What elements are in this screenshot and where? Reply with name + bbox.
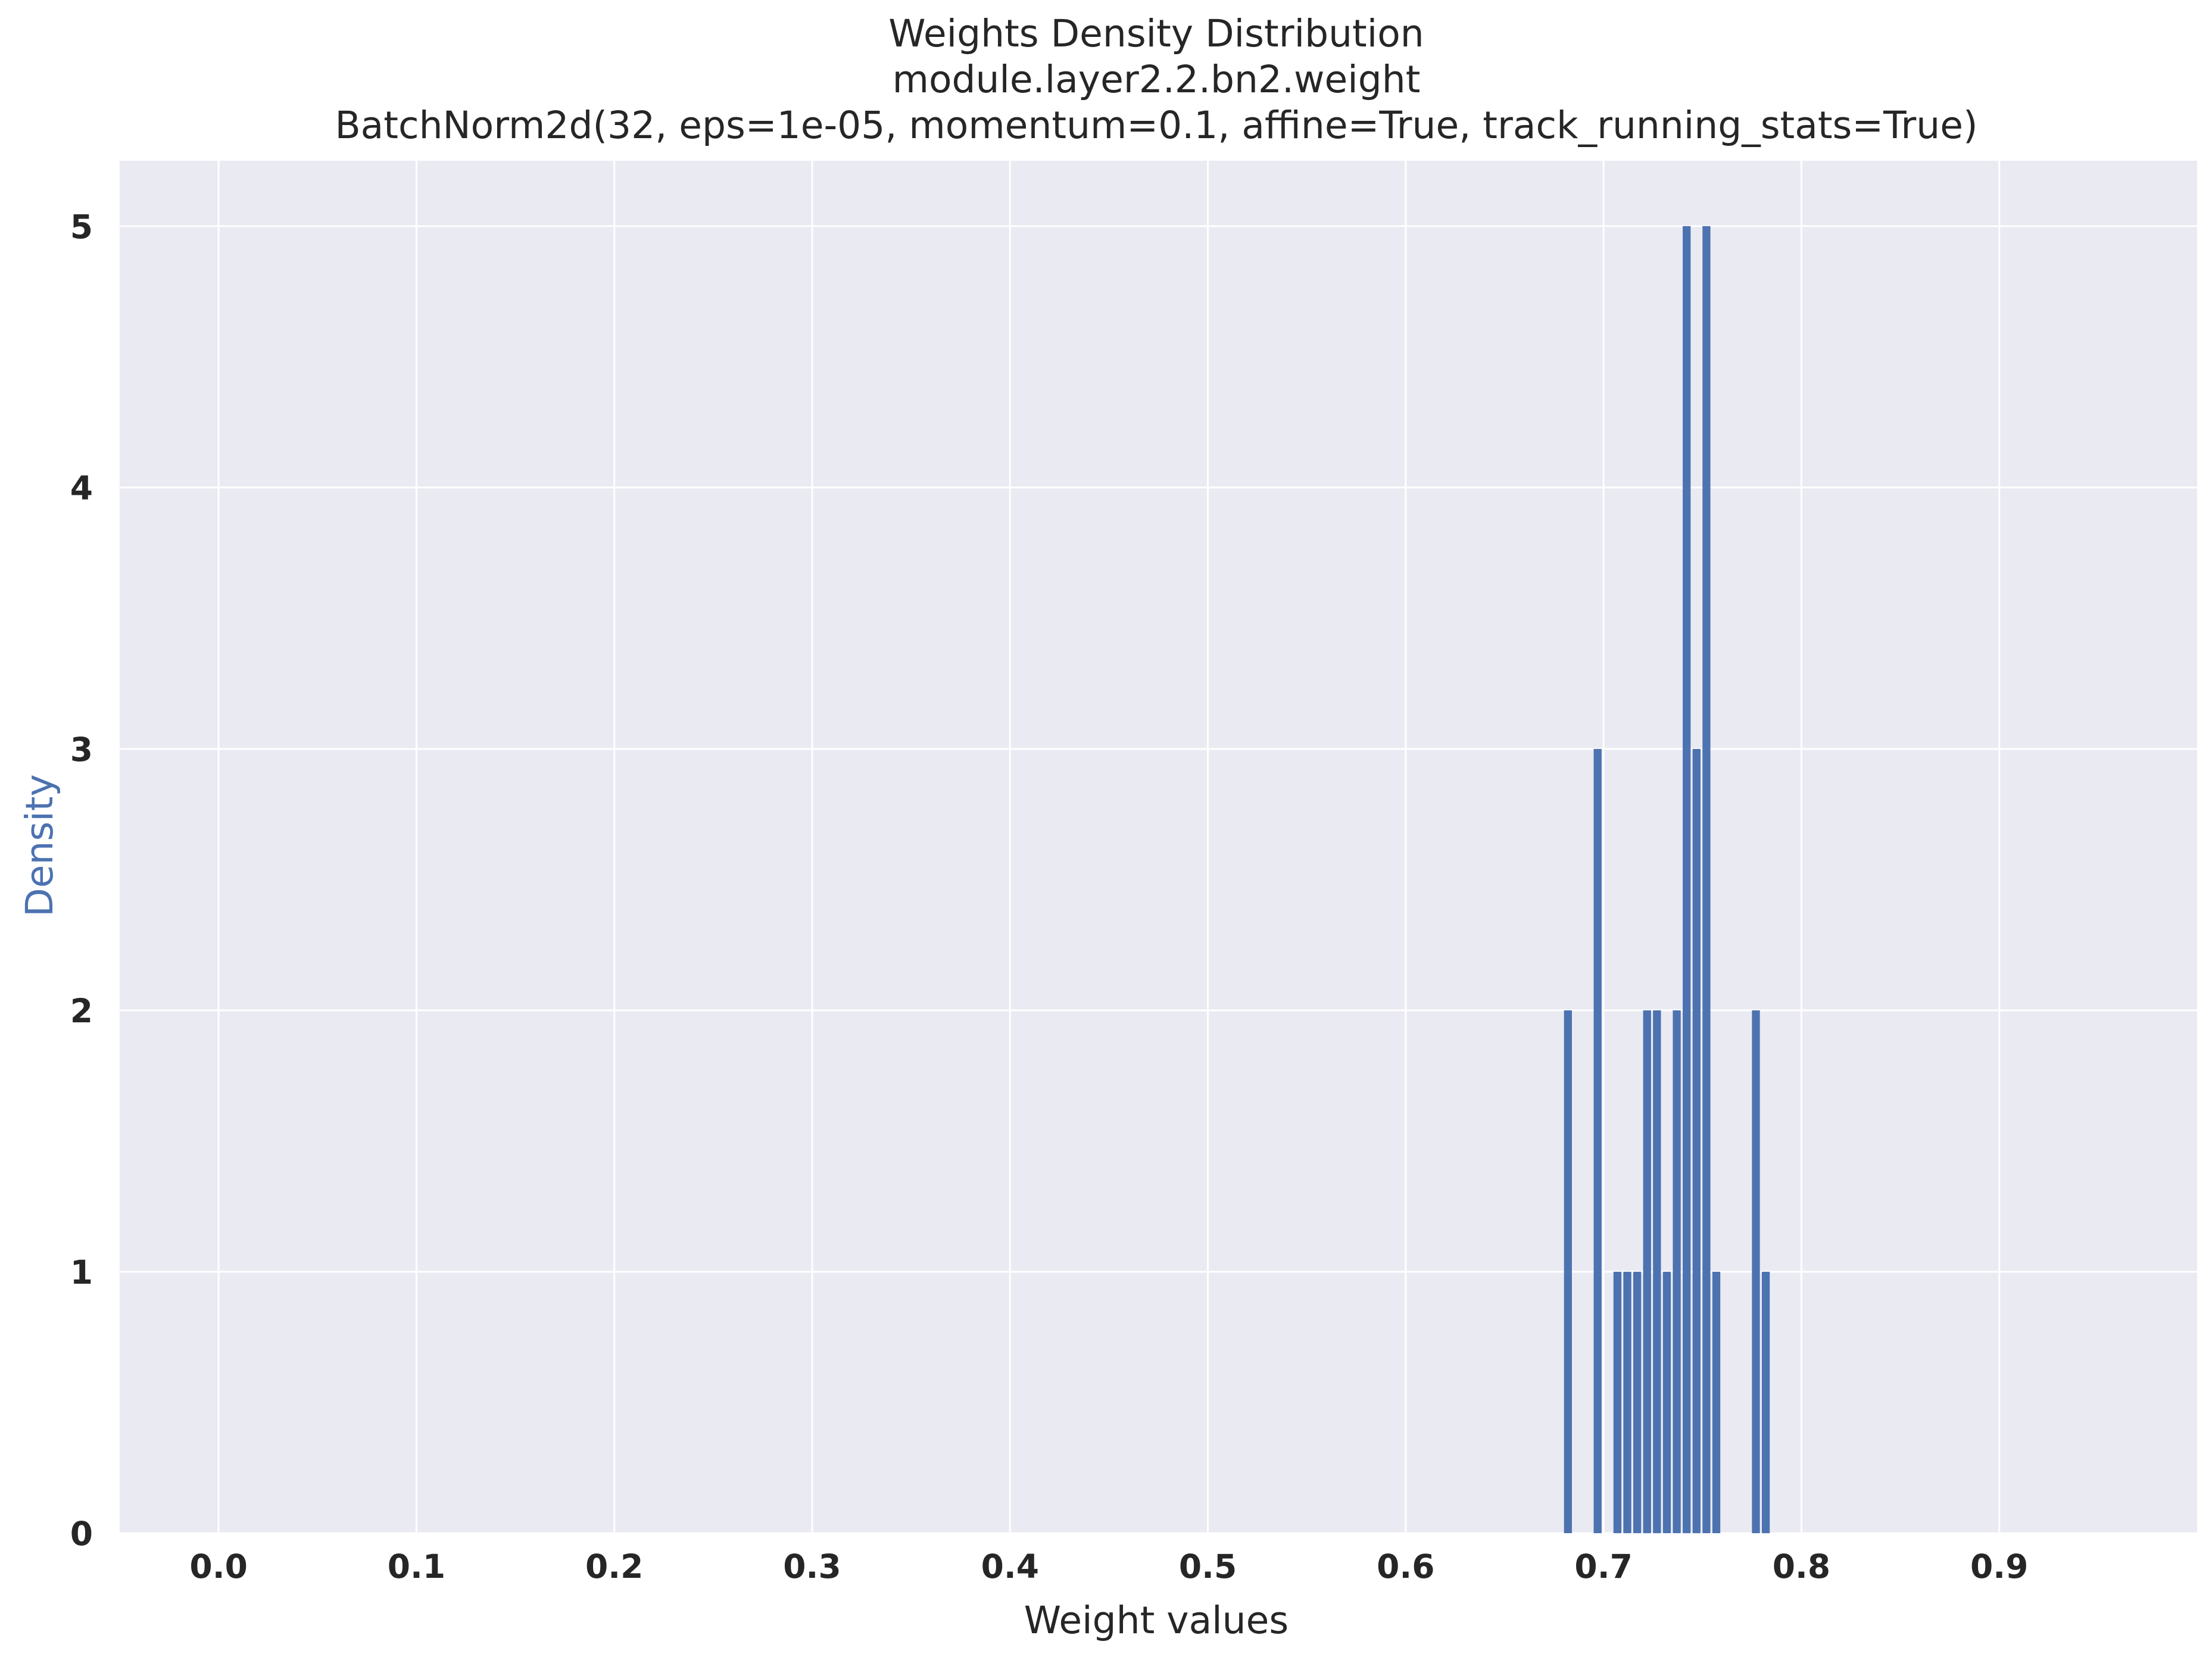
x-tick-label: 0.6 [1377, 1547, 1434, 1586]
grid [120, 161, 2197, 1534]
y-tick-label: 5 [70, 208, 93, 246]
x-tick-label: 0.9 [1970, 1547, 2028, 1586]
x-tick-label: 0.3 [783, 1547, 841, 1586]
histogram-bar [1712, 1271, 1721, 1533]
histogram-bar [1653, 1010, 1661, 1533]
x-tick-label: 0.8 [1773, 1547, 1830, 1586]
y-tick-label: 2 [70, 992, 93, 1030]
x-tick-labels: 0.0 0.1 0.2 0.3 0.4 0.5 0.6 0.7 0.8 0.9 [189, 1547, 2028, 1586]
histogram-bar [1593, 748, 1602, 1533]
histogram-bar [1752, 1010, 1760, 1533]
x-tick-label: 0.0 [189, 1547, 247, 1586]
histogram-bar [1564, 1010, 1572, 1533]
histogram-bar [1692, 748, 1701, 1533]
y-tick-label: 4 [70, 469, 93, 507]
bars [1564, 226, 1770, 1533]
histogram-bar [1683, 226, 1691, 1533]
histogram-bar [1673, 1010, 1681, 1533]
plot-background [120, 161, 2197, 1533]
histogram-bar [1761, 1271, 1770, 1533]
chart-title-line-1: Weights Density Distribution [888, 12, 1424, 55]
x-tick-label: 0.4 [981, 1547, 1039, 1586]
x-tick-label: 0.5 [1179, 1547, 1237, 1586]
y-tick-label: 1 [70, 1253, 93, 1291]
histogram-bar [1633, 1271, 1642, 1533]
histogram-bar [1662, 1271, 1671, 1533]
x-tick-label: 0.7 [1574, 1547, 1632, 1586]
x-axis-label: Weight values [1024, 1599, 1288, 1642]
chart-title-line-2: module.layer2.2.bn2.weight [893, 58, 1421, 101]
histogram-bar [1702, 226, 1711, 1533]
y-tick-label: 3 [70, 731, 93, 769]
x-tick-label: 0.1 [388, 1547, 445, 1586]
y-axis-label: Density [18, 774, 61, 917]
y-tick-labels: 0 1 2 3 4 5 [70, 208, 93, 1553]
y-tick-label: 0 [70, 1515, 93, 1553]
histogram-bar [1623, 1271, 1631, 1533]
x-tick-label: 0.2 [585, 1547, 643, 1586]
chart-title-line-3: BatchNorm2d(32, eps=1e-05, momentum=0.1,… [335, 104, 1977, 147]
histogram-bar [1613, 1271, 1622, 1533]
histogram-bar [1643, 1010, 1651, 1533]
